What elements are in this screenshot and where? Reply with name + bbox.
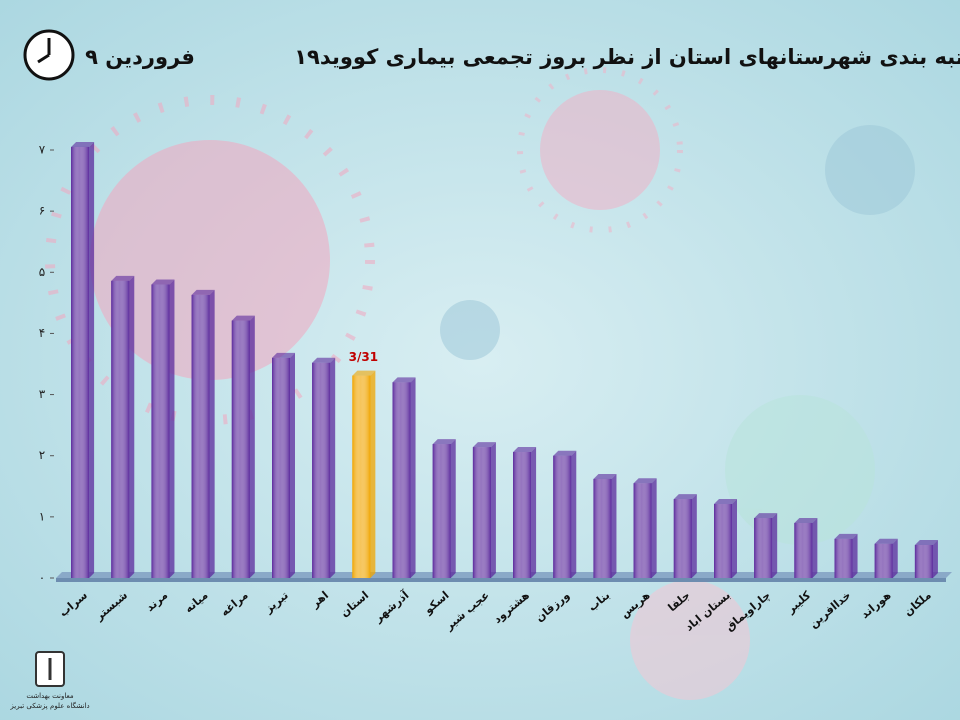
bar-side: [651, 478, 657, 578]
bar-side: [812, 517, 818, 578]
y-tick-label: ۵: [39, 265, 45, 279]
bar-side: [892, 538, 898, 578]
bar-side: [691, 494, 697, 578]
bar-top: [673, 494, 697, 500]
bar-top: [472, 442, 496, 448]
logo-text: معاونت بهداشت: [26, 692, 73, 700]
bar-top: [151, 279, 175, 285]
bar-top: [714, 499, 737, 505]
bar-top: [111, 275, 135, 281]
bar: [513, 452, 532, 578]
bar-top: [71, 141, 95, 147]
bar: [272, 357, 290, 578]
bar: [874, 543, 893, 578]
bar: [231, 320, 250, 578]
bar-side: [531, 447, 537, 578]
bar-top: [231, 315, 255, 321]
y-tick-label: ۲: [39, 448, 45, 462]
bar-side: [290, 352, 295, 578]
bar: [714, 504, 732, 578]
bar-top: [191, 289, 215, 295]
value-label: 3/31: [349, 350, 378, 364]
bar-top: [834, 533, 858, 539]
bar-side: [169, 279, 175, 578]
bar-top: [794, 517, 818, 523]
bar-top: [754, 513, 778, 519]
bar-side: [370, 370, 376, 578]
bar-top: [553, 450, 577, 456]
bar-top: [513, 447, 537, 453]
bar-side: [932, 539, 938, 578]
chart-title: رتبه بندی شهرستانهای استان از نظر بروز ت…: [294, 45, 960, 69]
bar-side: [89, 141, 95, 578]
bar-side: [249, 315, 255, 578]
y-tick-label: ۷: [39, 143, 46, 157]
bar-top: [272, 352, 295, 358]
clock-icon: [23, 29, 75, 81]
floor: [56, 572, 952, 578]
bar-side: [129, 275, 135, 578]
logo: [35, 651, 65, 687]
bar-side: [772, 513, 778, 578]
bar-top: [432, 439, 456, 445]
logo-text: دانشگاه علوم پزشکی تبریز: [9, 701, 89, 710]
bar: [71, 146, 90, 578]
bar-side: [732, 499, 737, 578]
bar-side: [611, 473, 617, 578]
bar: [151, 284, 170, 578]
decoration: [45, 67, 915, 700]
floor-edge: [56, 578, 946, 582]
bar: [392, 382, 411, 578]
bar-top: [392, 377, 416, 383]
bar: [312, 362, 331, 578]
bar: [794, 522, 813, 578]
bar-top: [874, 538, 898, 544]
bar: [914, 544, 933, 578]
y-tick-label: ۴: [39, 326, 45, 340]
bar-side: [410, 377, 416, 578]
bar-side: [490, 442, 496, 578]
bar-side: [852, 533, 858, 578]
bar-top: [633, 478, 657, 484]
y-tick-label: ۶: [39, 204, 45, 218]
y-tick-label: ۳: [39, 387, 46, 401]
bar: [432, 444, 451, 578]
bar: [834, 538, 853, 578]
y-tick-label: ۰: [39, 571, 45, 585]
bar: [472, 447, 491, 578]
bar-side: [571, 450, 577, 578]
chart-subtitle: ۹ فروردین: [85, 45, 195, 69]
bar-top: [352, 370, 376, 376]
bar: [111, 280, 130, 578]
bar: [593, 478, 612, 578]
bar-top: [914, 539, 938, 545]
bar: [191, 294, 210, 578]
bar-side: [209, 289, 215, 578]
bar: [553, 455, 572, 578]
bar: [673, 499, 692, 578]
bar-top: [312, 357, 336, 363]
bar: [754, 518, 773, 578]
bar-side: [450, 439, 456, 578]
bar-top: [593, 473, 617, 479]
y-tick-label: ۱: [39, 509, 45, 523]
bar: [352, 375, 371, 578]
bar-side: [330, 357, 336, 578]
bar: [633, 483, 652, 578]
